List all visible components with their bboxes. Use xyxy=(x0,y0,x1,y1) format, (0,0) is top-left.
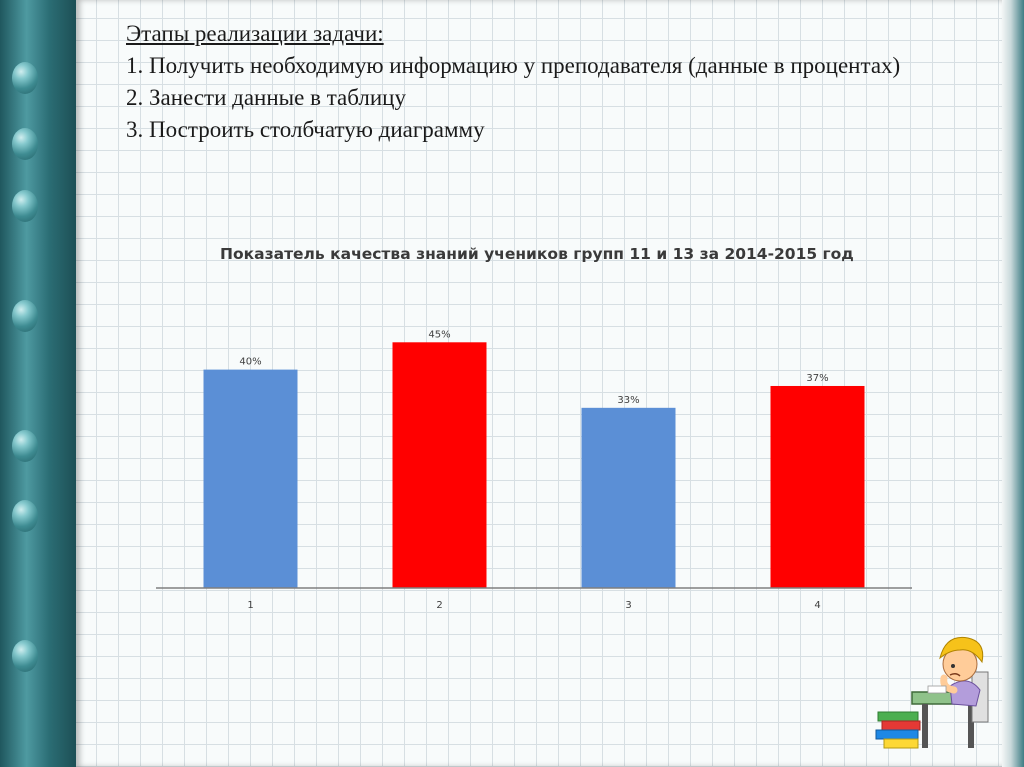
water-drop-icon xyxy=(12,128,38,160)
data-label: 45% xyxy=(428,329,450,340)
chart-title: Показатель качества знаний учеников груп… xyxy=(220,245,854,263)
left-decorative-strip xyxy=(0,0,76,767)
bar-4 xyxy=(770,385,865,588)
data-label: 40% xyxy=(239,357,261,368)
water-drop-icon xyxy=(12,62,38,94)
task-step: 1. Получить необходимую информацию у пре… xyxy=(126,53,901,78)
data-label: 37% xyxy=(806,373,828,384)
task-heading: Этапы реализации задачи: xyxy=(126,21,384,46)
data-label: 33% xyxy=(617,395,639,406)
bar-1 xyxy=(203,369,298,588)
bar-2 xyxy=(392,342,487,588)
student-at-desk-illustration xyxy=(875,636,989,749)
x-tick-label: 3 xyxy=(625,600,631,611)
water-drop-icon xyxy=(12,190,38,222)
x-tick-label: 4 xyxy=(814,600,820,611)
x-tick-label: 1 xyxy=(247,600,253,611)
water-drop-icon xyxy=(12,640,38,672)
task-step: 2. Занести данные в таблицу xyxy=(126,85,406,110)
chart-container: Показатель качества знаний учеников груп… xyxy=(150,225,920,620)
water-drop-icon xyxy=(12,300,38,332)
task-steps-text: Этапы реализации задачи: 1. Получить нео… xyxy=(126,18,986,146)
x-tick-label: 2 xyxy=(436,600,442,611)
bar-chart: 40% 1 45% 2 33% 3 37% 4 xyxy=(156,329,912,611)
bar-3 xyxy=(581,407,676,588)
task-step: 3. Построить столбчатую диаграмму xyxy=(126,117,485,142)
water-drop-icon xyxy=(12,500,38,532)
right-decorative-strip xyxy=(1002,0,1024,767)
slide-page xyxy=(76,0,1002,767)
water-drop-icon xyxy=(12,430,38,462)
